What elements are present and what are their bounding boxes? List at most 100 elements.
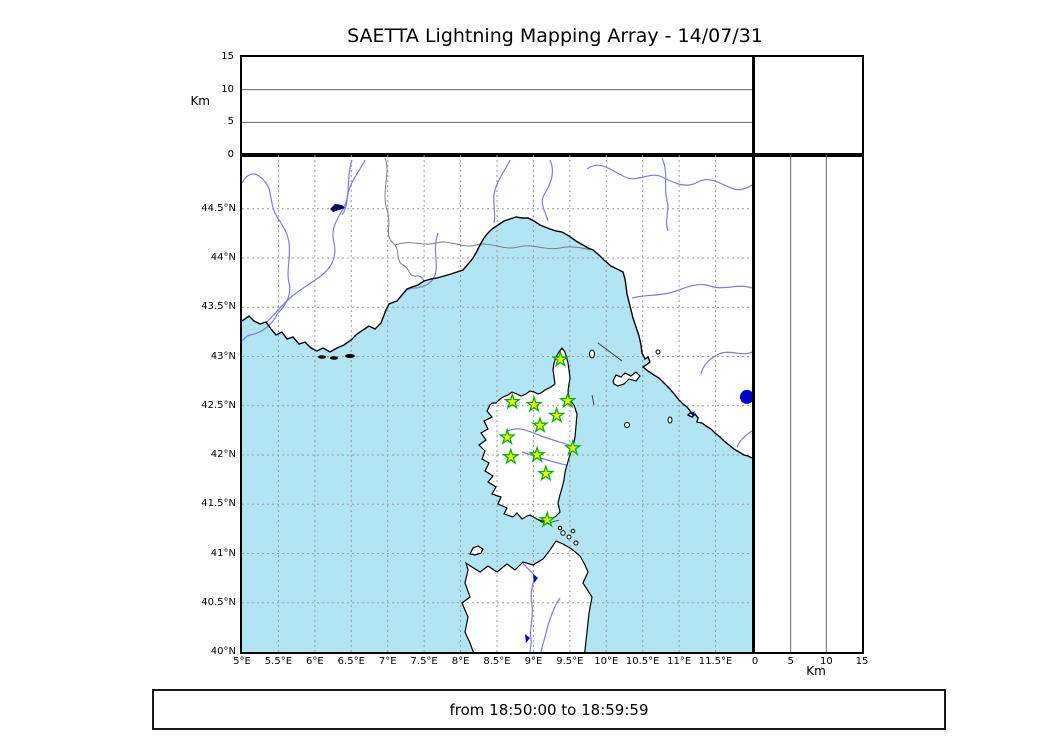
figure-title: SAETTA Lightning Mapping Array - 14/07/3… — [347, 25, 763, 47]
sardinia-coastline — [461, 540, 593, 652]
altitude-longitude-plot — [242, 89, 752, 123]
station-marker — [498, 427, 517, 445]
river — [541, 159, 554, 222]
lat-tick-label: 44°N — [210, 252, 236, 264]
lat-tick-label: 42°N — [210, 449, 236, 460]
river — [493, 159, 511, 224]
islet — [655, 349, 661, 355]
lon-tick-label: 9°E — [524, 656, 543, 667]
panel-altitude-vs-latitude — [753, 153, 864, 654]
thin-line — [597, 342, 623, 362]
panel-altitude-vs-longitude — [240, 55, 754, 157]
rivers-layer — [242, 157, 752, 652]
lon-tick-label: 5°E — [233, 656, 251, 667]
lat-tick-label: 41.5°N — [201, 498, 236, 510]
lat-tick-label: 40.5°N — [201, 596, 236, 608]
river — [341, 159, 366, 216]
panel-corner-box — [753, 55, 864, 157]
station-marker — [501, 447, 520, 465]
maddalena-island — [557, 525, 563, 531]
giglio-island — [667, 416, 673, 424]
maddalena-island — [566, 534, 572, 540]
lon-tick-label: 11°E — [667, 656, 692, 667]
station-marker — [525, 395, 544, 413]
asinara-coastline — [469, 545, 484, 556]
river — [700, 351, 752, 375]
river — [586, 164, 752, 191]
lon-tick-label: 7°E — [378, 656, 397, 667]
graticule-layer — [242, 155, 752, 652]
lon-tick-label: 10°E — [594, 656, 619, 667]
altitude-axis-label-bottom: Km — [806, 664, 826, 678]
alt-tick-label-bottom: 15 — [855, 656, 869, 667]
lon-tick-label: 7.5°E — [410, 656, 438, 667]
station-marker — [547, 406, 566, 424]
river — [522, 562, 536, 652]
alt-tick-label-left: 15 — [221, 51, 234, 62]
altitude-axis-label-left: Km — [190, 94, 210, 108]
stations-layer — [498, 350, 582, 528]
alpine-lake — [330, 204, 345, 212]
thin-line — [591, 394, 595, 406]
alt-tick-label-bottom: 10 — [819, 656, 833, 667]
time-range-box: from 18:50:00 to 18:59:59 — [152, 689, 946, 730]
lon-tick-label: 5.5°E — [264, 656, 293, 667]
hyeres-island — [318, 355, 326, 359]
lat-tick-label: 44.5°N — [201, 202, 236, 214]
mainland-coastline — [242, 216, 752, 459]
time-range-text: from 18:50:00 to 18:59:59 — [449, 700, 649, 719]
borders-layer — [384, 157, 595, 282]
station-marker — [551, 350, 570, 368]
geographic-map — [242, 155, 752, 652]
country-border — [394, 241, 595, 251]
country-border — [384, 157, 425, 282]
station-marker — [538, 510, 557, 528]
alt-tick-label-bottom: 0 — [751, 656, 759, 667]
alt-tick-label-left: 0 — [227, 149, 234, 160]
river — [407, 232, 439, 291]
lat-tick-label: 40°N — [210, 646, 236, 657]
panel-map — [240, 153, 754, 654]
lon-tick-label: 6.5°E — [337, 656, 365, 667]
river — [242, 173, 291, 342]
lon-tick-label: 11.5°E — [698, 656, 733, 667]
station-marker — [558, 391, 577, 409]
alt-tick-label-bottom: 5 — [787, 656, 794, 667]
station-marker — [536, 464, 555, 482]
lat-tick-label: 41°N — [210, 547, 236, 559]
river — [631, 283, 752, 299]
river — [736, 430, 752, 448]
river — [521, 451, 568, 466]
hyeres-island — [330, 356, 338, 360]
alt-tick-label-left: 10 — [221, 83, 234, 95]
lat-tick-label: 43°N — [210, 350, 236, 362]
sardinia-fill — [462, 541, 592, 652]
small-islands-layer — [318, 349, 673, 546]
hyeres-island — [345, 354, 355, 358]
lon-tick-label: 8.5°E — [483, 656, 511, 667]
station-marker — [563, 438, 582, 456]
lat-tick-label: 42.5°N — [201, 399, 236, 411]
montecristo-island — [624, 422, 630, 428]
river — [265, 159, 353, 324]
river — [540, 597, 561, 652]
capraia-island — [589, 349, 595, 359]
sardinia-lake-2 — [525, 634, 530, 643]
maddalena-island — [573, 540, 579, 546]
river — [661, 157, 669, 232]
corsica-fill — [479, 348, 577, 522]
lon-tick-label: 9.5°E — [556, 656, 584, 667]
river — [507, 428, 576, 448]
lon-tick-label: 10.5°E — [625, 656, 660, 667]
alt-tick-label-left: 5 — [227, 116, 234, 128]
station-marker — [503, 392, 522, 410]
maddalena-island — [560, 530, 566, 536]
lake-dot — [739, 389, 752, 404]
lon-tick-label: 8°E — [451, 656, 470, 667]
altitude-latitude-plot — [790, 155, 827, 652]
coastal-lagoon — [690, 411, 695, 416]
maddalena-island — [570, 528, 576, 534]
sardinia-lake — [533, 574, 538, 583]
station-marker — [530, 416, 549, 434]
lat-tick-label: 43.5°N — [201, 301, 236, 313]
